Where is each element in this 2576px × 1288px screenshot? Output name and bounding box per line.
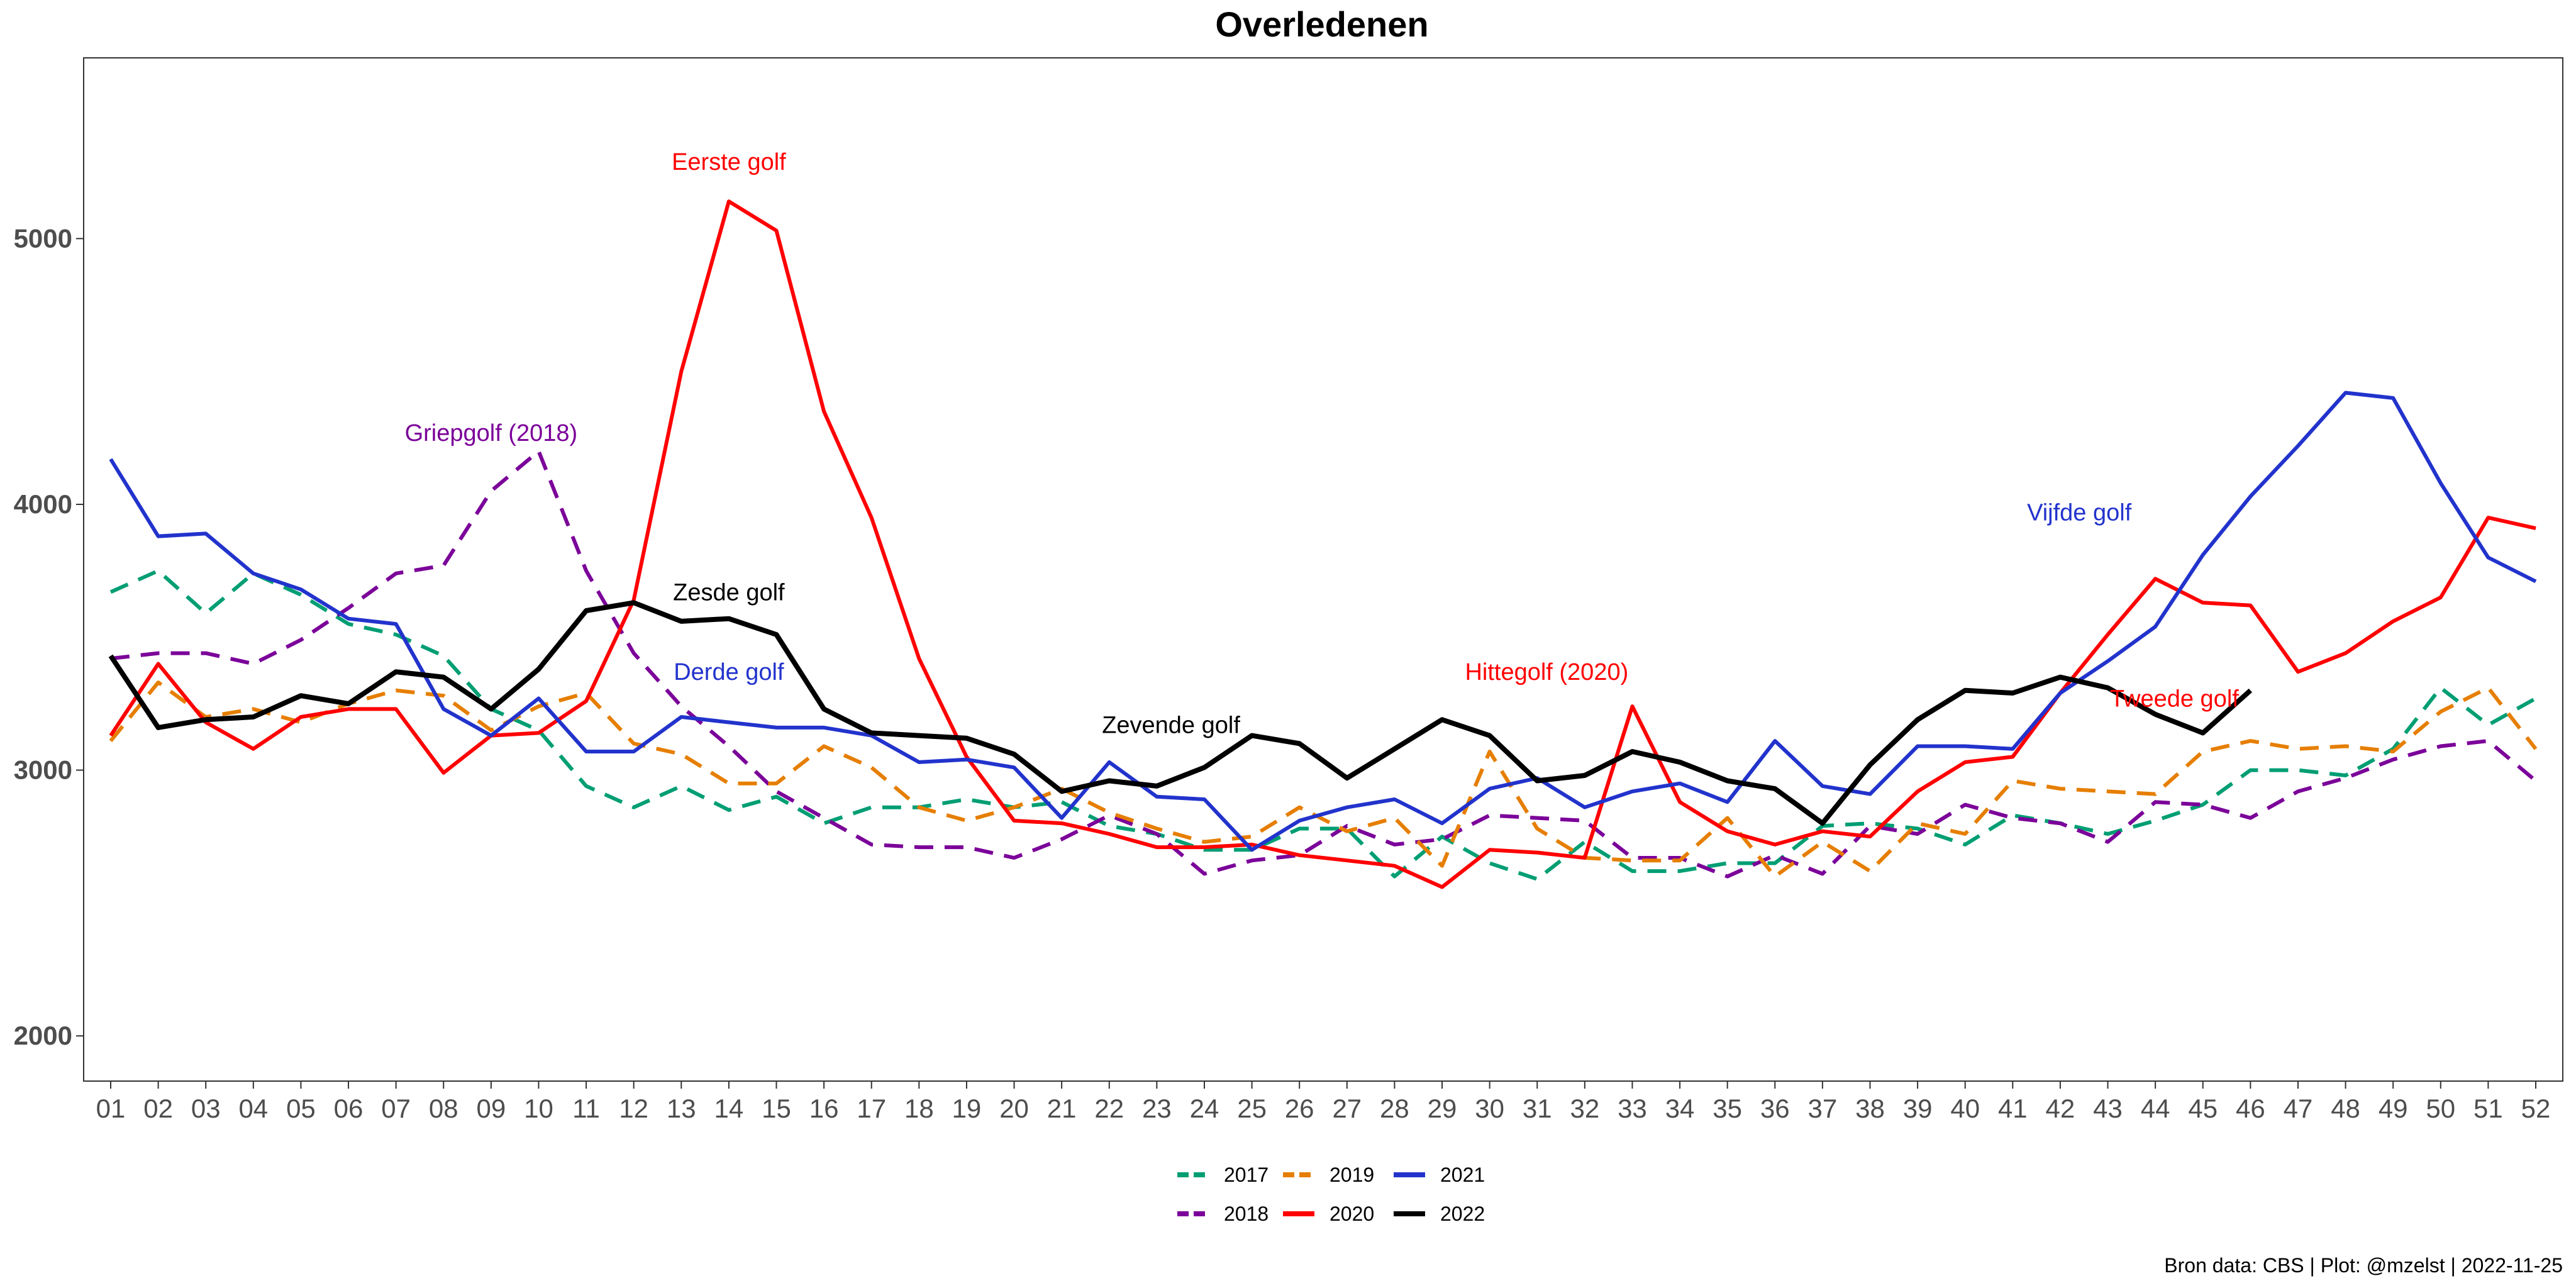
- x-tick-label: 50: [2426, 1094, 2455, 1123]
- annotation-label: Zevende golf: [1102, 713, 1240, 739]
- x-tick-label: 05: [286, 1094, 316, 1123]
- series-line-2018: [110, 449, 2537, 879]
- series-line-2022: [108, 600, 2253, 826]
- x-tick-label: 37: [1808, 1094, 1838, 1123]
- annotation-label: Derde golf: [674, 659, 784, 686]
- x-tick-label: 17: [857, 1094, 886, 1123]
- x-tick-label: 08: [429, 1094, 458, 1123]
- y-tick-label: 5000: [14, 223, 72, 253]
- x-tick-label: 25: [1237, 1094, 1267, 1123]
- annotation-label: Hittegolf (2020): [1465, 659, 1628, 686]
- x-tick-label: 26: [1285, 1094, 1314, 1123]
- x-tick-label: 29: [1428, 1094, 1457, 1123]
- legend-label: 2017: [1224, 1163, 1269, 1186]
- x-tick-label: 35: [1713, 1094, 1742, 1123]
- x-tick-label: 28: [1380, 1094, 1409, 1123]
- x-tick-label: 22: [1094, 1094, 1124, 1123]
- y-axis: 2000 3000 4000 5000: [14, 223, 84, 1050]
- x-tick-label: 21: [1047, 1094, 1077, 1123]
- x-axis: 01 02 03 04 05 06 07 08 09 10 11 12 13 14 15 16 17 18 19 20…: [96, 1081, 2551, 1123]
- x-tick-label: 34: [1665, 1094, 1695, 1123]
- series-layer: [108, 199, 2538, 889]
- x-tick-label: 38: [1855, 1094, 1885, 1123]
- x-tick-label: 46: [2236, 1094, 2265, 1123]
- legend-label: 2022: [1440, 1202, 1485, 1225]
- legend-label: 2020: [1330, 1202, 1374, 1225]
- series-line-2021: [109, 391, 2537, 852]
- x-tick-label: 10: [524, 1094, 553, 1123]
- annotation-label: Griepgolf (2018): [405, 420, 578, 447]
- x-tick-label: 02: [143, 1094, 173, 1123]
- plot-panel-border: [83, 57, 2563, 1082]
- x-tick-label: 11: [572, 1094, 600, 1123]
- x-tick-label: 30: [1475, 1094, 1504, 1123]
- x-tick-label: 51: [2473, 1094, 2503, 1123]
- annotation-layer: Eerste golf Griepgolf (2018) Zesde golf Der…: [405, 149, 2240, 739]
- annotation-label: Tweede golf: [2110, 686, 2239, 712]
- x-tick-label: 39: [1903, 1094, 1933, 1123]
- legend-label: 2018: [1224, 1202, 1269, 1225]
- x-tick-label: 07: [381, 1094, 411, 1123]
- x-tick-label: 16: [809, 1094, 839, 1123]
- y-tick-label: 4000: [14, 489, 72, 519]
- x-tick-label: 06: [334, 1094, 364, 1123]
- x-tick-label: 14: [714, 1094, 744, 1123]
- y-tick-label: 3000: [14, 755, 72, 785]
- x-tick-label: 18: [904, 1094, 934, 1123]
- x-tick-label: 31: [1523, 1094, 1552, 1123]
- x-tick-label: 15: [762, 1094, 791, 1123]
- chart-caption: Bron data: CBS | Plot: @mzelst | 2022-11…: [2164, 1254, 2563, 1277]
- x-tick-label: 13: [667, 1094, 696, 1123]
- x-tick-label: 12: [619, 1094, 648, 1123]
- x-tick-label: 09: [477, 1094, 506, 1123]
- x-tick-label: 45: [2188, 1094, 2218, 1123]
- series-line-2020: [109, 199, 2536, 889]
- legend: 2017 2018 2019 2020 2021 2022: [1177, 1163, 1485, 1225]
- x-tick-label: 33: [1618, 1094, 1647, 1123]
- x-tick-label: 19: [952, 1094, 982, 1123]
- x-tick-label: 27: [1332, 1094, 1362, 1123]
- x-tick-label: 48: [2331, 1094, 2360, 1123]
- x-tick-label: 36: [1760, 1094, 1790, 1123]
- legend-label: 2021: [1440, 1163, 1485, 1186]
- x-tick-label: 49: [2379, 1094, 2408, 1123]
- x-tick-label: 01: [96, 1094, 126, 1123]
- x-tick-label: 42: [2046, 1094, 2075, 1123]
- chart-title: Overledenen: [1215, 4, 1428, 44]
- y-tick-label: 2000: [14, 1021, 72, 1050]
- x-tick-label: 20: [999, 1094, 1029, 1123]
- annotation-label: Eerste golf: [672, 149, 786, 175]
- legend-label: 2019: [1330, 1163, 1374, 1186]
- x-tick-label: 24: [1190, 1094, 1219, 1123]
- x-tick-label: 23: [1142, 1094, 1172, 1123]
- x-tick-label: 44: [2141, 1094, 2170, 1123]
- annotation-label: Zesde golf: [673, 579, 785, 606]
- x-tick-label: 04: [238, 1094, 268, 1123]
- annotation-label: Vijfde golf: [2027, 500, 2132, 526]
- x-tick-label: 41: [1998, 1094, 2028, 1123]
- x-tick-label: 52: [2521, 1094, 2551, 1123]
- x-tick-label: 43: [2093, 1094, 2123, 1123]
- x-tick-label: 03: [191, 1094, 221, 1123]
- x-tick-label: 47: [2284, 1094, 2313, 1123]
- x-tick-label: 32: [1570, 1094, 1599, 1123]
- x-tick-label: 40: [1950, 1094, 1980, 1123]
